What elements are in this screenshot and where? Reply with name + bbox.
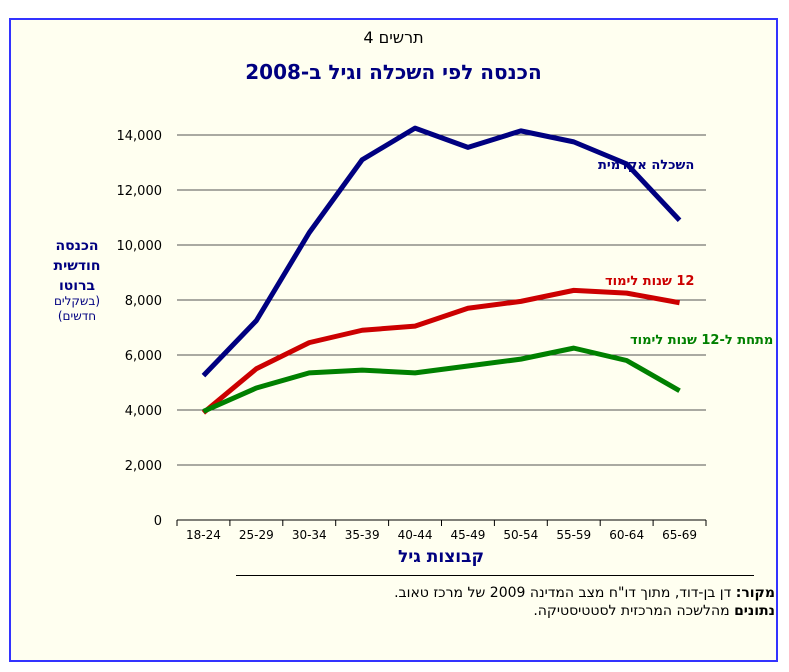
source-label: מקור:	[735, 585, 775, 601]
data-text: מהלשכה המרכזית לסטטיסטיקה.	[533, 603, 735, 619]
x-tick-label: 50-54	[503, 528, 538, 542]
x-tick-label: 55-59	[556, 528, 591, 542]
figure-number: תרשים 4	[363, 28, 424, 47]
x-tick-label: 45-49	[451, 528, 486, 542]
y-axis-label: הכנסה חודשית ברוטו	[53, 238, 101, 294]
x-tick-label: 40-44	[398, 528, 433, 542]
series-label: 12 שנות לימוד	[605, 274, 694, 289]
series-line-0	[201, 125, 682, 378]
y-tick-label: 8,000	[125, 294, 162, 309]
source-text: דן בן-דוד, מתוך דו"ח מצב המדינה 2009 של …	[394, 585, 736, 601]
chart-frame	[9, 18, 778, 662]
y-tick-label: 0	[154, 514, 162, 529]
x-axis-label: קבוצות גיל	[398, 547, 484, 567]
y-tick-label: 12,000	[117, 184, 163, 199]
x-tick-label: 35-39	[345, 528, 380, 542]
y-tick-label: 14,000	[117, 129, 163, 144]
y-tick-label: 10,000	[117, 239, 163, 254]
y-axis-unit: (בשקלים חדשים)	[53, 294, 101, 323]
series-label: מתחת ל-12 שנות לימוד	[630, 333, 773, 348]
x-tick-label: 30-34	[292, 528, 327, 542]
x-tick-label: 60-64	[609, 528, 644, 542]
series-line-2	[202, 345, 681, 414]
source-note: מקור: דן בן-דוד, מתוך דו"ח מצב המדינה 20…	[394, 584, 775, 620]
chart-title: הכנסה לפי השכלה וגיל ב-2008	[245, 60, 542, 84]
x-tick-label: 18-24	[186, 528, 221, 542]
series-line-1	[201, 287, 680, 415]
y-tick-label: 2,000	[125, 459, 162, 474]
y-tick-label: 6,000	[125, 349, 162, 364]
data-label: נתונים	[734, 603, 775, 619]
x-tick-label: 65-69	[662, 528, 697, 542]
y-tick-label: 4,000	[125, 404, 162, 419]
x-tick-label: 25-29	[239, 528, 274, 542]
series-label: השכלה אקדמית	[598, 158, 694, 173]
divider	[236, 575, 754, 576]
